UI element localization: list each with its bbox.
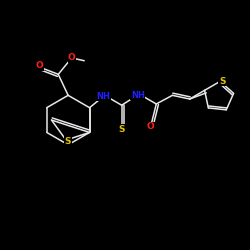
Text: S: S: [118, 125, 125, 134]
Text: S: S: [219, 77, 226, 86]
Text: NH: NH: [96, 92, 110, 101]
Text: NH: NH: [131, 91, 145, 100]
Text: O: O: [68, 53, 76, 62]
Text: O: O: [147, 122, 154, 131]
Text: S: S: [65, 137, 71, 146]
Text: O: O: [35, 61, 43, 70]
